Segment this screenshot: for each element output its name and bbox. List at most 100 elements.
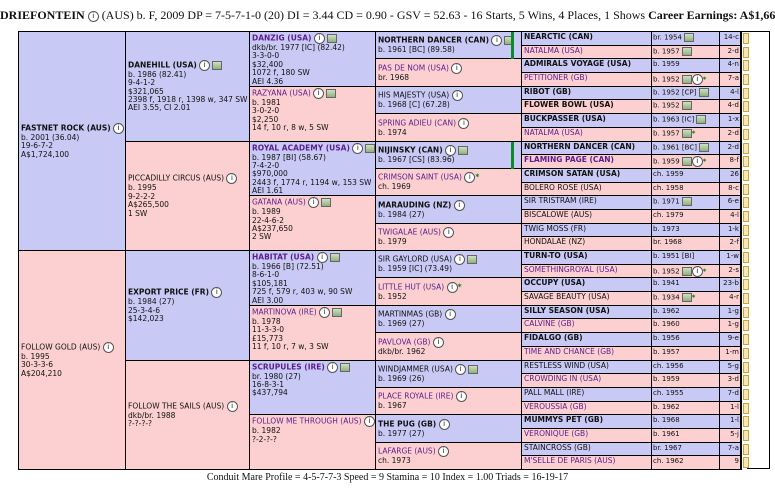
info-icon[interactable]: i	[464, 172, 476, 184]
toggle-cell[interactable]	[741, 237, 749, 251]
info-icon[interactable]: i	[444, 309, 456, 321]
horse-cell[interactable]: HABITAT (USA) i b. 1966 [B] (72.51) 8-6-1-…	[249, 250, 376, 306]
expand-button[interactable]	[743, 306, 749, 318]
horse-cell[interactable]: SIR GAYLORD (USA) i b. 1959 [IC] (73.49)	[375, 250, 522, 279]
info-icon[interactable]: i	[226, 173, 238, 185]
expand-button[interactable]	[743, 457, 749, 469]
info-icon[interactable]: i	[458, 117, 470, 129]
toggle-cell[interactable]	[741, 456, 749, 470]
horse-cell[interactable]: MARTINMAS (GB) i b. 1969 (27)	[375, 304, 522, 334]
horse-cell[interactable]: RESTLESS WIND (USA)	[521, 359, 652, 375]
horse-name[interactable]: RAZYANA (USA) i	[252, 87, 373, 99]
photo-icon[interactable]	[681, 197, 692, 207]
expand-button[interactable]	[743, 320, 749, 332]
horse-cell[interactable]: OCCUPY (USA)	[521, 277, 652, 293]
horse-cell[interactable]: NORTHERN DANCER (CAN) i b. 1961 [BC] (89.…	[375, 31, 522, 60]
photo-icon[interactable]	[340, 362, 351, 372]
toggle-cell[interactable]	[741, 182, 749, 197]
info-icon[interactable]: i	[445, 144, 457, 156]
horse-cell[interactable]: NEARCTIC (CAN)	[521, 31, 652, 46]
horse-cell[interactable]: BISCALOWE (AUS)	[521, 208, 652, 224]
toggle-cell[interactable]	[741, 264, 749, 279]
horse-cell[interactable]: EXPORT PRICE (FR) i b. 1984 (27) 25-3-4-6 $…	[125, 250, 250, 361]
toggle-cell[interactable]	[741, 387, 749, 402]
info-icon[interactable]: i	[313, 87, 325, 99]
toggle-cell[interactable]	[741, 292, 749, 306]
horse-cell[interactable]: SAVAGE BEAUTY (USA)	[521, 291, 652, 306]
info-icon[interactable]: i	[691, 156, 703, 168]
expand-button[interactable]	[743, 169, 749, 181]
horse-name[interactable]: NIJINSKY (CAN) i	[378, 144, 519, 156]
horse-name[interactable]: GATANA (AUS) i	[252, 197, 373, 209]
toggle-cell[interactable]	[741, 100, 749, 115]
expand-button[interactable]	[743, 334, 749, 346]
horse-cell[interactable]: NIJINSKY (CAN) i b. 1967 [CS] (83.96)	[375, 140, 522, 169]
info-icon[interactable]: i	[102, 341, 114, 353]
info-icon[interactable]: i	[352, 142, 364, 154]
photo-icon[interactable]	[681, 293, 692, 303]
horse-name[interactable]: DANZIG (USA) i	[252, 33, 373, 44]
horse-cell[interactable]: BUCKPASSER (USA)	[521, 113, 652, 128]
photo-icon[interactable]	[468, 364, 479, 374]
horse-cell[interactable]: STAINCROSS (GB)	[521, 441, 652, 457]
expand-button[interactable]	[743, 402, 749, 414]
expand-button[interactable]	[743, 183, 749, 195]
horse-cell[interactable]: PAS DE NOM (USA) i br. 1968	[375, 58, 522, 87]
horse-name[interactable]: DANEHILL (USA) i	[128, 59, 247, 71]
horse-cell[interactable]: GATANA (AUS) i b. 1989 22-4-6-2 A$237,650 2 …	[249, 195, 376, 251]
toggle-cell[interactable]	[741, 73, 749, 87]
horse-cell[interactable]: VERONIQUE (GB)	[521, 427, 652, 443]
toggle-cell[interactable]	[741, 209, 749, 224]
horse-name[interactable]: CRIMSON SAINT (USA) i *	[378, 172, 519, 184]
expand-button[interactable]	[743, 429, 749, 441]
photo-icon[interactable]	[321, 198, 332, 208]
toggle-cell[interactable]	[741, 114, 749, 128]
photo-icon[interactable]	[698, 142, 709, 152]
horse-cell[interactable]: HONDALAE (NZ)	[521, 236, 652, 251]
expand-button[interactable]	[743, 101, 749, 113]
horse-cell[interactable]: SOMETHINGROYAL (USA)	[521, 263, 652, 279]
toggle-cell[interactable]	[741, 32, 749, 46]
horse-cell[interactable]: FOLLOW THE SAILS (AUS) i dkb/br. 1988 ?-?-…	[125, 359, 250, 470]
info-icon[interactable]: i	[438, 446, 450, 458]
photo-icon[interactable]	[458, 145, 469, 155]
horse-name[interactable]: FOLLOW THE SAILS (AUS) i	[128, 400, 247, 412]
info-icon[interactable]: i	[313, 33, 325, 44]
photo-icon[interactable]	[365, 143, 375, 153]
horse-cell[interactable]: BOLERO ROSE (USA)	[521, 181, 652, 197]
toggle-cell[interactable]	[741, 59, 749, 74]
info-icon[interactable]: i	[443, 227, 455, 239]
toggle-cell[interactable]	[741, 45, 749, 60]
horse-cell[interactable]: HIS MAJESTY (USA) i b. 1968 [C] (67.28)	[375, 85, 522, 115]
horse-cell[interactable]: DANEHILL (USA) i b. 1986 (82.41) 9-4-1-2 $3…	[125, 31, 250, 142]
photo-icon[interactable]	[696, 115, 707, 125]
info-icon[interactable]: i	[438, 418, 450, 430]
expand-button[interactable]	[743, 224, 749, 236]
horse-cell[interactable]: MUMMYS PET (GB)	[521, 414, 652, 429]
horse-name[interactable]: MARTINOVA (IRE) i	[252, 306, 373, 318]
horse-cell[interactable]: THE PUG (GB) i b. 1977 (27)	[375, 414, 522, 443]
horse-name[interactable]: FOLLOW ME THROUGH (AUS) i	[252, 416, 375, 428]
info-icon[interactable]: i	[327, 361, 339, 373]
toggle-cell[interactable]	[741, 155, 749, 169]
toggle-cell[interactable]	[741, 86, 749, 101]
info-icon[interactable]: i	[491, 35, 503, 47]
info-icon[interactable]: i	[455, 391, 467, 403]
photo-icon[interactable]	[212, 60, 223, 70]
horse-name[interactable]: PICCADILLY CIRCUS (AUS) i	[128, 173, 247, 185]
info-icon[interactable]: i	[363, 416, 375, 428]
toggle-cell[interactable]	[741, 196, 749, 210]
horse-cell[interactable]: M'SELLE DE PARIS (AUS)	[521, 455, 652, 470]
toggle-cell[interactable]	[741, 415, 749, 429]
horse-cell[interactable]: PETITIONER (GB)	[521, 72, 652, 87]
info-icon[interactable]: i	[113, 122, 125, 134]
horse-name[interactable]: MARTINMAS (GB) i	[378, 309, 519, 321]
horse-cell[interactable]: PAVLOVA (GB) i dkb/br. 1962	[375, 332, 522, 361]
horse-cell[interactable]: VEROUSSIA (GB)	[521, 400, 652, 416]
info-icon[interactable]: i	[451, 62, 463, 74]
expand-button[interactable]	[743, 279, 749, 291]
photo-icon[interactable]	[326, 88, 337, 98]
expand-button[interactable]	[743, 156, 749, 168]
horse-cell[interactable]: CROWDING IN (USA)	[521, 373, 652, 388]
horse-cell[interactable]: SPRING ADIEU (CAN) i b. 1974	[375, 113, 522, 142]
